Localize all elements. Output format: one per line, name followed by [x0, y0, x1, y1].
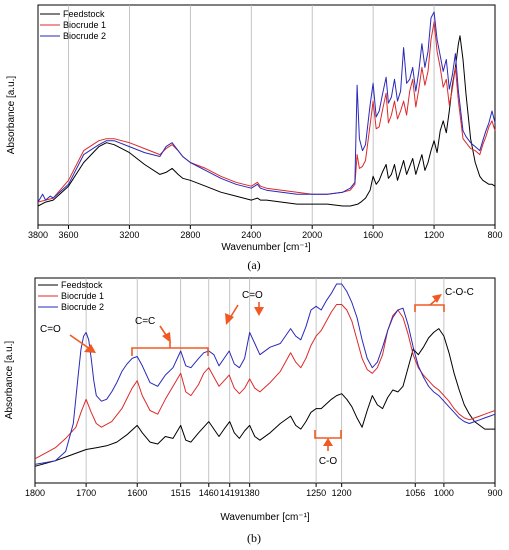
panel-caption-b: (b) — [247, 531, 261, 545]
tick-label-b-1056: 1056 — [405, 488, 425, 498]
x-axis-label-b: Wavenumber [cm⁻¹] — [220, 512, 310, 523]
series-line-b-feedstock — [34, 328, 495, 467]
arrow-co-1380-head — [254, 307, 264, 316]
annotation-cc: C=C — [135, 316, 155, 327]
x-axis-label-a: Wavenumber [cm⁻¹] — [221, 242, 311, 253]
tick-label-b-1000: 1000 — [434, 488, 454, 498]
panel-b: 1800 1700 1600 1515 1460 1419 1380 1250 1200 1056… — [4, 277, 503, 545]
legend-label-feedstock-a: Feedstock — [63, 9, 105, 19]
arrow-cc-head — [162, 332, 171, 343]
panel-caption-a: (a) — [247, 258, 260, 272]
tick-label-a-800: 800 — [487, 230, 502, 240]
x-ticks-a: 3800 3600 3200 2800 2400 2000 1600 1200 800 — [28, 225, 503, 240]
tick-label-a-3200: 3200 — [119, 230, 139, 240]
legend-b: Feedstock Biocrude 1 Biocrude 2 — [38, 280, 104, 312]
arrow-co-bottom-head — [323, 438, 333, 446]
tick-label-b-900: 900 — [487, 488, 502, 498]
x-ticks-b: 1800 1700 1600 1515 1460 1419 1380 1250 1200 1056… — [25, 483, 503, 498]
gridlines-a — [68, 5, 435, 225]
bracket-coc — [414, 304, 445, 312]
series-line-a-biocrude-2 — [37, 11, 496, 203]
series-lines-a — [37, 11, 496, 207]
legend-label-biocrude1-a: Biocrude 1 — [63, 20, 106, 30]
annotations-b — [69, 294, 445, 451]
series-line-b-biocrude-1 — [34, 304, 496, 460]
tick-label-b-1250: 1250 — [306, 488, 326, 498]
panel-a: 3800 3600 3200 2800 2400 2000 1600 1200 800 Feed… — [6, 4, 503, 272]
tick-label-a-2400: 2400 — [241, 230, 261, 240]
arrow-co-left-shaft — [69, 334, 91, 350]
series-line-a-biocrude-1 — [37, 21, 496, 203]
tick-label-b-1460: 1460 — [199, 488, 219, 498]
plot-area-b — [34, 277, 496, 484]
series-line-b-biocrude-2 — [34, 283, 496, 465]
y-axis-label-b: Absorbance [a.u.] — [4, 341, 15, 420]
tick-label-b-1380: 1380 — [240, 488, 260, 498]
legend-a: Feedstock Biocrude 1 Biocrude 2 — [40, 9, 106, 41]
legend-label-biocrude1-b: Biocrude 1 — [61, 291, 104, 301]
tick-label-a-3600: 3600 — [58, 230, 78, 240]
tick-label-b-1700: 1700 — [76, 488, 96, 498]
tick-label-b-1600: 1600 — [127, 488, 147, 498]
series-lines-b — [34, 283, 496, 467]
y-axis-label-a: Absorbance [a.u.] — [6, 76, 17, 155]
arrow-co-mid-head — [225, 313, 234, 325]
gridlines-b — [85, 278, 445, 483]
plot-area-a — [37, 4, 496, 226]
tick-label-b-1515: 1515 — [171, 488, 191, 498]
annotation-co-left: C=O — [40, 324, 61, 335]
legend-label-biocrude2-b: Biocrude 2 — [61, 302, 104, 312]
tick-label-b-1200: 1200 — [332, 488, 352, 498]
arrow-co-left-head — [84, 344, 96, 353]
annotation-co-bottom: C-O — [319, 456, 338, 467]
annotation-coc: C-O-C — [445, 287, 474, 298]
legend-label-feedstock-b: Feedstock — [61, 280, 103, 290]
tick-label-b-1800: 1800 — [25, 488, 45, 498]
annotation-co-mid: C=O — [242, 290, 263, 301]
tick-label-a-1600: 1600 — [363, 230, 383, 240]
tick-label-a-2000: 2000 — [302, 230, 322, 240]
legend-label-biocrude2-a: Biocrude 2 — [63, 31, 106, 41]
tick-label-a-3800: 3800 — [28, 230, 48, 240]
arrow-coc-head — [432, 294, 442, 303]
tick-label-a-2800: 2800 — [180, 230, 200, 240]
tick-label-b-1419: 1419 — [220, 488, 240, 498]
tick-label-a-1200: 1200 — [424, 230, 444, 240]
